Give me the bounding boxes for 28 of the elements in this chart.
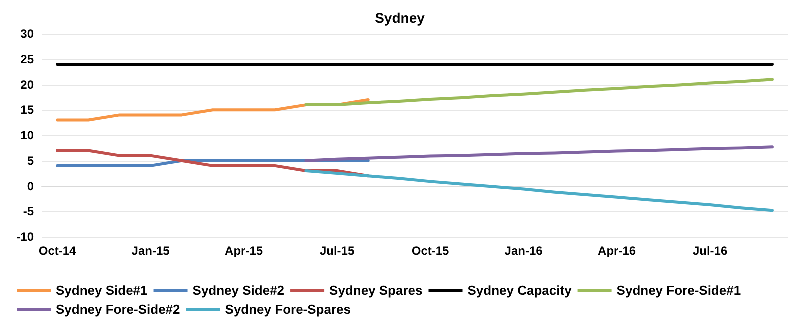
y-tick-label: 20 xyxy=(20,78,34,92)
y-tick-label: 25 xyxy=(20,52,34,66)
line-series xyxy=(304,170,774,212)
legend-label: Sydney Side#2 xyxy=(192,283,285,298)
x-tick-label: Apr-16 xyxy=(598,244,636,258)
legend-label: Sydney Spares xyxy=(330,283,423,298)
y-tick-label: -10 xyxy=(16,230,34,244)
chart-title: Sydney xyxy=(375,10,426,26)
y-tick-label: 5 xyxy=(27,154,34,168)
x-tick-label: Jul-15 xyxy=(320,244,355,258)
legend-label: Sydney Capacity xyxy=(468,283,573,298)
y-tick-label: 15 xyxy=(20,103,34,118)
legend-label: Sydney Fore-Spares xyxy=(225,302,351,317)
legend-label: Sydney Fore-Side#1 xyxy=(616,283,742,298)
y-tick-label: -5 xyxy=(23,204,34,219)
y-tick-label: 0 xyxy=(27,179,34,194)
y-tick-label: 10 xyxy=(20,128,34,142)
legend-label: Sydney Side#1 xyxy=(56,283,148,298)
line-series xyxy=(304,146,774,162)
x-tick-label: Oct-15 xyxy=(412,244,450,258)
x-tick-label: Jan-16 xyxy=(504,244,544,258)
x-tick-label: Oct-14 xyxy=(38,244,77,258)
x-tick-label: Apr-15 xyxy=(225,244,264,258)
legend-label: Sydney Fore-Side#2 xyxy=(56,302,180,317)
y-tick-label: 30 xyxy=(20,27,34,41)
x-tick-label: Jan-15 xyxy=(132,244,170,258)
line-series xyxy=(304,78,774,107)
x-tick-label: Jul-16 xyxy=(692,244,728,258)
